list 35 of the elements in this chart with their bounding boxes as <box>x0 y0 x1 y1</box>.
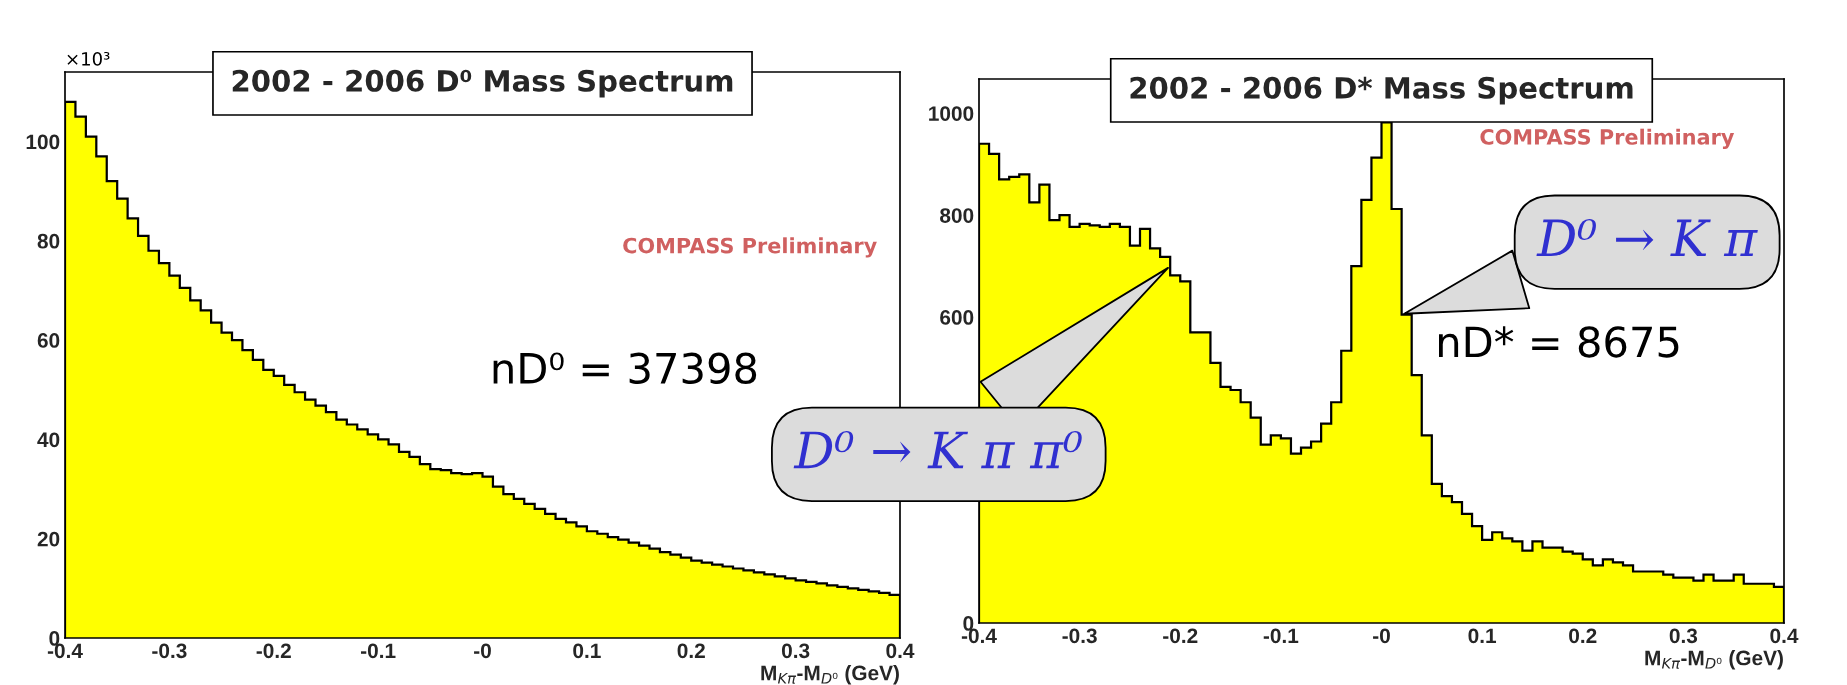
x-tick-label: 0.4 <box>886 643 915 659</box>
x-tick-label: 0.3 <box>781 643 810 659</box>
x-tick-label: -0.3 <box>1062 628 1097 644</box>
x-tick-label: -0.1 <box>1263 628 1299 644</box>
x-axis-title: M$_{Kπ}$-M$_{D⁰}$ (GeV) <box>1645 650 1783 670</box>
x-axis-title: M$_{Kπ}$-M$_{D⁰}$ (GeV) <box>761 665 899 685</box>
y-tick-label: 1000 <box>929 106 974 121</box>
annotation: COMPASS Preliminary <box>1480 128 1735 149</box>
x-tick-label: 0.1 <box>573 643 601 659</box>
x-tick-label: -0.2 <box>256 643 291 659</box>
x-tick-label: 0.1 <box>1468 628 1497 644</box>
x-tick-label: 0.2 <box>677 643 705 659</box>
chart-title: 2002 - 2006 D⁰ Mass Spectrum <box>232 69 733 98</box>
x-tick-label: 0.2 <box>1569 628 1597 644</box>
annotation: D⁰ → K π <box>1536 218 1758 256</box>
annotation: D⁰ → K π π⁰ <box>793 431 1082 469</box>
y-tick-label: 80 <box>37 233 60 249</box>
y-tick-label: 20 <box>37 531 60 547</box>
y-tick-label: 40 <box>37 432 60 448</box>
annotation: COMPASS Preliminary <box>623 237 877 258</box>
x-tick-label: -0 <box>474 643 491 659</box>
annotation: nD⁰ = 37398 <box>493 352 757 385</box>
x-tick-label: 0.4 <box>1770 628 1799 644</box>
x-tick-label: -0.3 <box>152 643 187 659</box>
y-tick-label: 600 <box>940 310 974 325</box>
text: ×10³ <box>67 52 110 66</box>
x-tick-label: -0 <box>1373 628 1390 644</box>
x-tick-label: -0.2 <box>1163 628 1198 644</box>
annotation: nD* = 8675 <box>1439 326 1679 358</box>
y-tick-label: 100 <box>26 134 60 150</box>
y-tick-label: 800 <box>940 208 974 223</box>
x-tick-label: -0.1 <box>360 643 396 659</box>
chart-title: 2002 - 2006 D* Mass Spectrum <box>1130 76 1633 105</box>
y-tick-label: 60 <box>37 333 60 348</box>
x-tick-label: 0.3 <box>1669 628 1698 644</box>
